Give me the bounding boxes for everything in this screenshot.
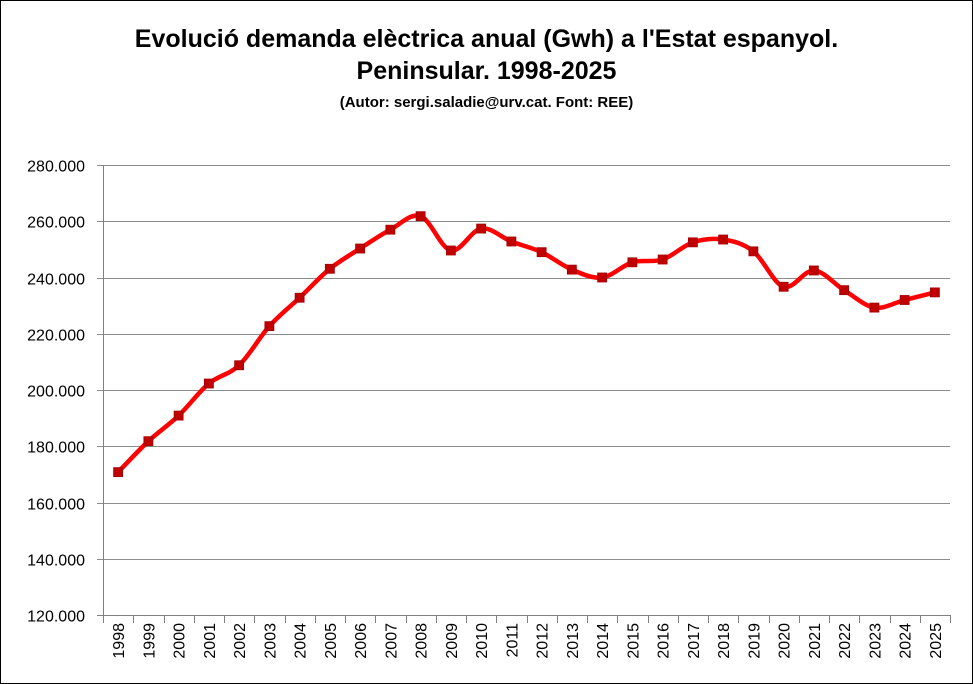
x-tick-label: 1999 — [141, 623, 158, 659]
data-point-2003 — [264, 321, 275, 332]
data-point-2008 — [415, 211, 426, 222]
x-tick-label: 2021 — [807, 623, 824, 659]
y-tick-label: 180.000 — [27, 440, 85, 457]
x-tick-label: 2005 — [323, 623, 340, 659]
data-point-2010 — [476, 223, 487, 234]
data-point-2011 — [506, 236, 517, 247]
x-tick-label: 2008 — [414, 623, 431, 659]
data-point-2006 — [355, 243, 366, 254]
x-tick-label: 2000 — [172, 623, 189, 659]
x-tick-label: 2022 — [837, 623, 854, 659]
x-tick-label: 2025 — [928, 623, 945, 659]
data-point-2016 — [657, 254, 668, 265]
y-tick-label: 140.000 — [27, 553, 85, 570]
chart-title: Evolució demanda elèctrica anual (Gwh) a… — [1, 23, 972, 87]
x-tick-label: 2023 — [867, 623, 884, 659]
x-tick-label: 2013 — [565, 623, 582, 659]
x-tick-label: 2014 — [595, 623, 612, 659]
x-tick-label: 1998 — [111, 623, 128, 659]
data-point-2015 — [627, 257, 638, 268]
y-tick-label: 200.000 — [27, 384, 85, 401]
x-tick-label: 2009 — [444, 623, 461, 659]
data-point-2019 — [748, 246, 759, 257]
x-tick-label: 2019 — [746, 623, 763, 659]
x-tick-label: 2017 — [686, 623, 703, 659]
chart-subtitle: (Autor: sergi.saladie@urv.cat. Font: REE… — [339, 94, 634, 111]
x-tick-label: 2001 — [202, 623, 219, 659]
x-tick-label: 2002 — [232, 623, 249, 659]
data-point-2007 — [385, 224, 396, 235]
data-point-2005 — [324, 263, 335, 274]
data-point-2002 — [234, 360, 245, 371]
x-tick-label: 2018 — [716, 623, 733, 659]
series-line — [115, 213, 938, 475]
y-tick-label: 220.000 — [27, 328, 85, 345]
y-tick-label: 120.000 — [27, 609, 85, 626]
data-point-2018 — [718, 234, 729, 245]
data-point-2013 — [566, 264, 577, 275]
data-point-1999 — [143, 436, 154, 447]
x-tick-label: 2003 — [262, 623, 279, 659]
x-tick-label: 2024 — [898, 623, 915, 659]
y-tick-label: 260.000 — [27, 215, 85, 232]
data-point-2017 — [687, 237, 698, 248]
x-tick-label: 2016 — [656, 623, 673, 659]
data-point-2020 — [778, 281, 789, 292]
data-point-2024 — [899, 295, 910, 305]
data-point-2012 — [536, 247, 547, 258]
y-tick-label: 280.000 — [27, 159, 85, 176]
x-tick-label: 2004 — [293, 623, 310, 659]
data-point-2023 — [869, 302, 880, 313]
chart-title-line-1: Evolució demanda elèctrica anual (Gwh) a… — [134, 25, 839, 53]
x-tick-label: 2020 — [777, 623, 794, 659]
data-point-2009 — [445, 245, 456, 256]
y-tick-label: 240.000 — [27, 272, 85, 289]
x-tick-label: 2010 — [474, 623, 491, 659]
x-tick-label: 2012 — [535, 623, 552, 659]
y-tick-label: 160.000 — [27, 497, 85, 514]
x-tick-label: 2007 — [383, 623, 400, 659]
x-tick-label: 2011 — [504, 623, 521, 658]
data-point-2022 — [839, 285, 850, 296]
data-point-2021 — [808, 265, 819, 276]
data-point-2014 — [597, 272, 608, 283]
x-tick-label: 2015 — [625, 623, 642, 659]
data-point-2000 — [173, 410, 184, 421]
data-point-2004 — [294, 292, 305, 303]
chart-title-line-2: Peninsular. 1998-2025 — [356, 57, 617, 85]
data-point-2025 — [929, 287, 940, 298]
x-tick-label: 2006 — [353, 623, 370, 659]
data-point-2001 — [203, 378, 214, 389]
data-point-1998 — [113, 467, 124, 478]
